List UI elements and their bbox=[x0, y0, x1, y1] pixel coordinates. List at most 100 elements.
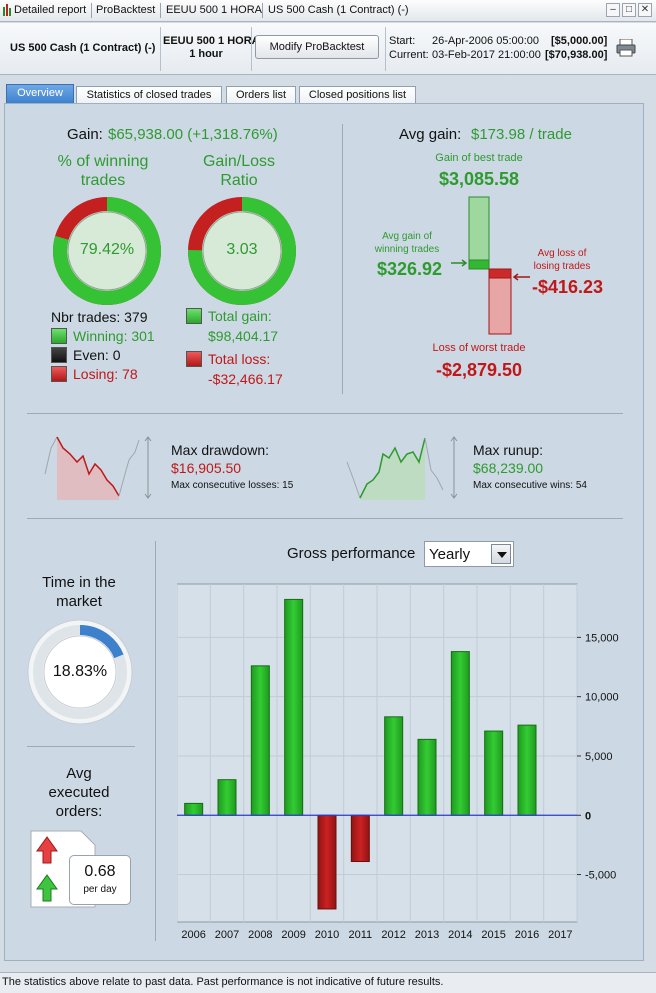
winning-trades-donut bbox=[53, 197, 161, 305]
current-label: Current: bbox=[389, 49, 429, 61]
chart-ytick-label: 0 bbox=[585, 810, 591, 822]
executed-orders-value: 0.68 bbox=[84, 863, 116, 880]
avg-winning-label-2: winning trades bbox=[374, 244, 440, 255]
total-gain-value: $98,404.17 bbox=[208, 328, 279, 344]
start-date: 26-Apr-2006 05:00:00 bbox=[432, 35, 540, 47]
avg-winning-label-1: Avg gain of bbox=[382, 231, 432, 242]
chart-xtick-label: 2010 bbox=[315, 929, 339, 941]
bar-2010 bbox=[317, 814, 337, 910]
runup-sparkline bbox=[346, 436, 458, 500]
tab-bar: Overview Statistics of closed trades Ord… bbox=[0, 84, 656, 104]
gross-performance-title: Gross performance bbox=[287, 545, 416, 562]
instrument-name: US 500 Cash (1 Contract) (-) bbox=[10, 42, 156, 54]
avg-losing-label-1: Avg loss of bbox=[537, 248, 587, 259]
bar-2011 bbox=[350, 814, 370, 863]
avg-gain-label: Avg gain: bbox=[399, 126, 462, 143]
max-drawdown-value: $16,905.50 bbox=[171, 460, 242, 476]
avg-executed-title-2: executed bbox=[48, 784, 110, 801]
avg-losing-value: -$416.23 bbox=[532, 277, 604, 297]
bar-2008 bbox=[250, 665, 270, 816]
total-gain-legend-swatch bbox=[186, 308, 202, 324]
worst-trade-bar bbox=[488, 268, 512, 335]
title-item-probacktest: ProBacktest bbox=[96, 4, 156, 16]
ratio-donut-gain-arc bbox=[188, 197, 296, 305]
minimize-button[interactable]: – bbox=[606, 3, 620, 17]
max-runup-value: $68,239.00 bbox=[473, 460, 544, 476]
time-in-market-title-2: market bbox=[56, 593, 102, 610]
best-trade-bar bbox=[468, 196, 490, 270]
gain-loss-ratio-value: 3.03 bbox=[226, 241, 258, 258]
total-gain-label: Total gain: bbox=[208, 308, 272, 324]
title-item-strategy: EEUU 500 1 HORA bbox=[166, 4, 262, 16]
nbr-trades: Nbr trades: 379 bbox=[51, 309, 148, 325]
gross-performance-chart: 15,000 10,000 5,000 0 -5,000 2006 2007 2008 2009… bbox=[177, 583, 619, 941]
tab-orders-list[interactable]: Orders list bbox=[226, 86, 296, 104]
worst-trade-label: Loss of worst trade bbox=[432, 342, 526, 354]
chart-xtick-label: 2014 bbox=[448, 929, 472, 941]
title-item-report: Detailed report bbox=[14, 4, 87, 16]
print-icon[interactable] bbox=[616, 38, 636, 57]
max-drawdown-label: Max drawdown: bbox=[171, 442, 270, 458]
title-item-instrument: US 500 Cash (1 Contract) (-) bbox=[268, 4, 409, 16]
winning-trades-pct: 79.42% bbox=[79, 241, 135, 258]
bar-2015 bbox=[484, 730, 504, 816]
tab-statistics-closed-trades[interactable]: Statistics of closed trades bbox=[76, 86, 222, 104]
strategy-name: EEUU 500 1 HORA bbox=[163, 35, 260, 47]
chart-xtick-label: 2013 bbox=[415, 929, 439, 941]
chevron-down-icon[interactable] bbox=[491, 544, 511, 564]
chart-xtick-label: 2012 bbox=[381, 929, 405, 941]
chart-xtick-label: 2007 bbox=[215, 929, 239, 941]
chart-ytick-label: 15,000 bbox=[585, 632, 619, 644]
avg-gain-value: $173.98 / trade bbox=[471, 126, 572, 143]
period-select-value: Yearly bbox=[429, 546, 471, 563]
chart-xtick-label: 2017 bbox=[548, 929, 572, 941]
close-button[interactable]: ✕ bbox=[638, 3, 652, 17]
report-header: US 500 Cash (1 Contract) (-) EEUU 500 1 … bbox=[0, 23, 656, 75]
tab-overview[interactable]: Overview bbox=[6, 84, 74, 104]
worst-trade-value: -$2,879.50 bbox=[435, 360, 523, 380]
bar-2006 bbox=[184, 802, 204, 816]
gain-loss-ratio-title-1: Gain/Loss bbox=[202, 153, 276, 170]
chart-ytick-label: 5,000 bbox=[585, 751, 613, 763]
start-label: Start: bbox=[389, 35, 416, 47]
chart-xtick-label: 2009 bbox=[281, 929, 305, 941]
bar-2012 bbox=[384, 716, 404, 816]
time-in-market-arc bbox=[33, 625, 127, 719]
modify-probacktest-button[interactable]: Modify ProBacktest bbox=[255, 35, 379, 59]
avg-gain-bar-diagram bbox=[451, 196, 530, 335]
winning-count: Winning: 301 bbox=[73, 328, 155, 344]
total-loss-label: Total loss: bbox=[208, 351, 271, 367]
current-date: 03-Feb-2017 21:00:00 bbox=[432, 49, 541, 61]
avg-winning-bar bbox=[468, 259, 490, 270]
tab-closed-positions-list[interactable]: Closed positions list bbox=[299, 86, 416, 104]
chart-ytick-label: -5,000 bbox=[585, 870, 616, 882]
maximize-button[interactable]: □ bbox=[622, 3, 636, 17]
even-legend-swatch bbox=[51, 347, 67, 363]
gain-value: $65,938.00 (+1,318.76%) bbox=[108, 126, 278, 143]
best-trade-value: $3,085.58 bbox=[438, 169, 520, 189]
disclaimer-text: The statistics above relate to past data… bbox=[2, 976, 444, 988]
time-in-market-value: 18.83% bbox=[52, 663, 108, 680]
chart-xtick-label: 2008 bbox=[248, 929, 272, 941]
winning-trades-title-1: % of winning bbox=[57, 153, 149, 170]
gain-label: Gain: bbox=[67, 126, 103, 143]
chart-ytick-label: 10,000 bbox=[585, 692, 619, 704]
best-trade-label: Gain of best trade bbox=[435, 152, 523, 164]
winning-legend-swatch bbox=[51, 328, 67, 344]
app-chart-icon bbox=[3, 4, 12, 17]
avg-losing-label-2: losing trades bbox=[533, 261, 591, 272]
max-runup-label: Max runup: bbox=[473, 442, 544, 458]
bar-2013 bbox=[417, 738, 437, 816]
losing-count: Losing: 78 bbox=[73, 366, 138, 382]
bar-2014 bbox=[450, 651, 470, 816]
bar-2009 bbox=[284, 598, 304, 816]
executed-orders-box bbox=[69, 855, 131, 905]
current-capital: [$70,938.00] bbox=[545, 49, 608, 61]
period-select[interactable]: Yearly bbox=[424, 541, 514, 567]
chart-xtick-label: 2016 bbox=[515, 929, 539, 941]
bar-2007 bbox=[217, 779, 237, 816]
even-count: Even: 0 bbox=[73, 347, 121, 363]
winning-trades-title-2: trades bbox=[80, 172, 126, 189]
max-consecutive-losses: Max consecutive losses: 15 bbox=[171, 480, 294, 491]
winning-donut-win-arc bbox=[53, 197, 161, 305]
